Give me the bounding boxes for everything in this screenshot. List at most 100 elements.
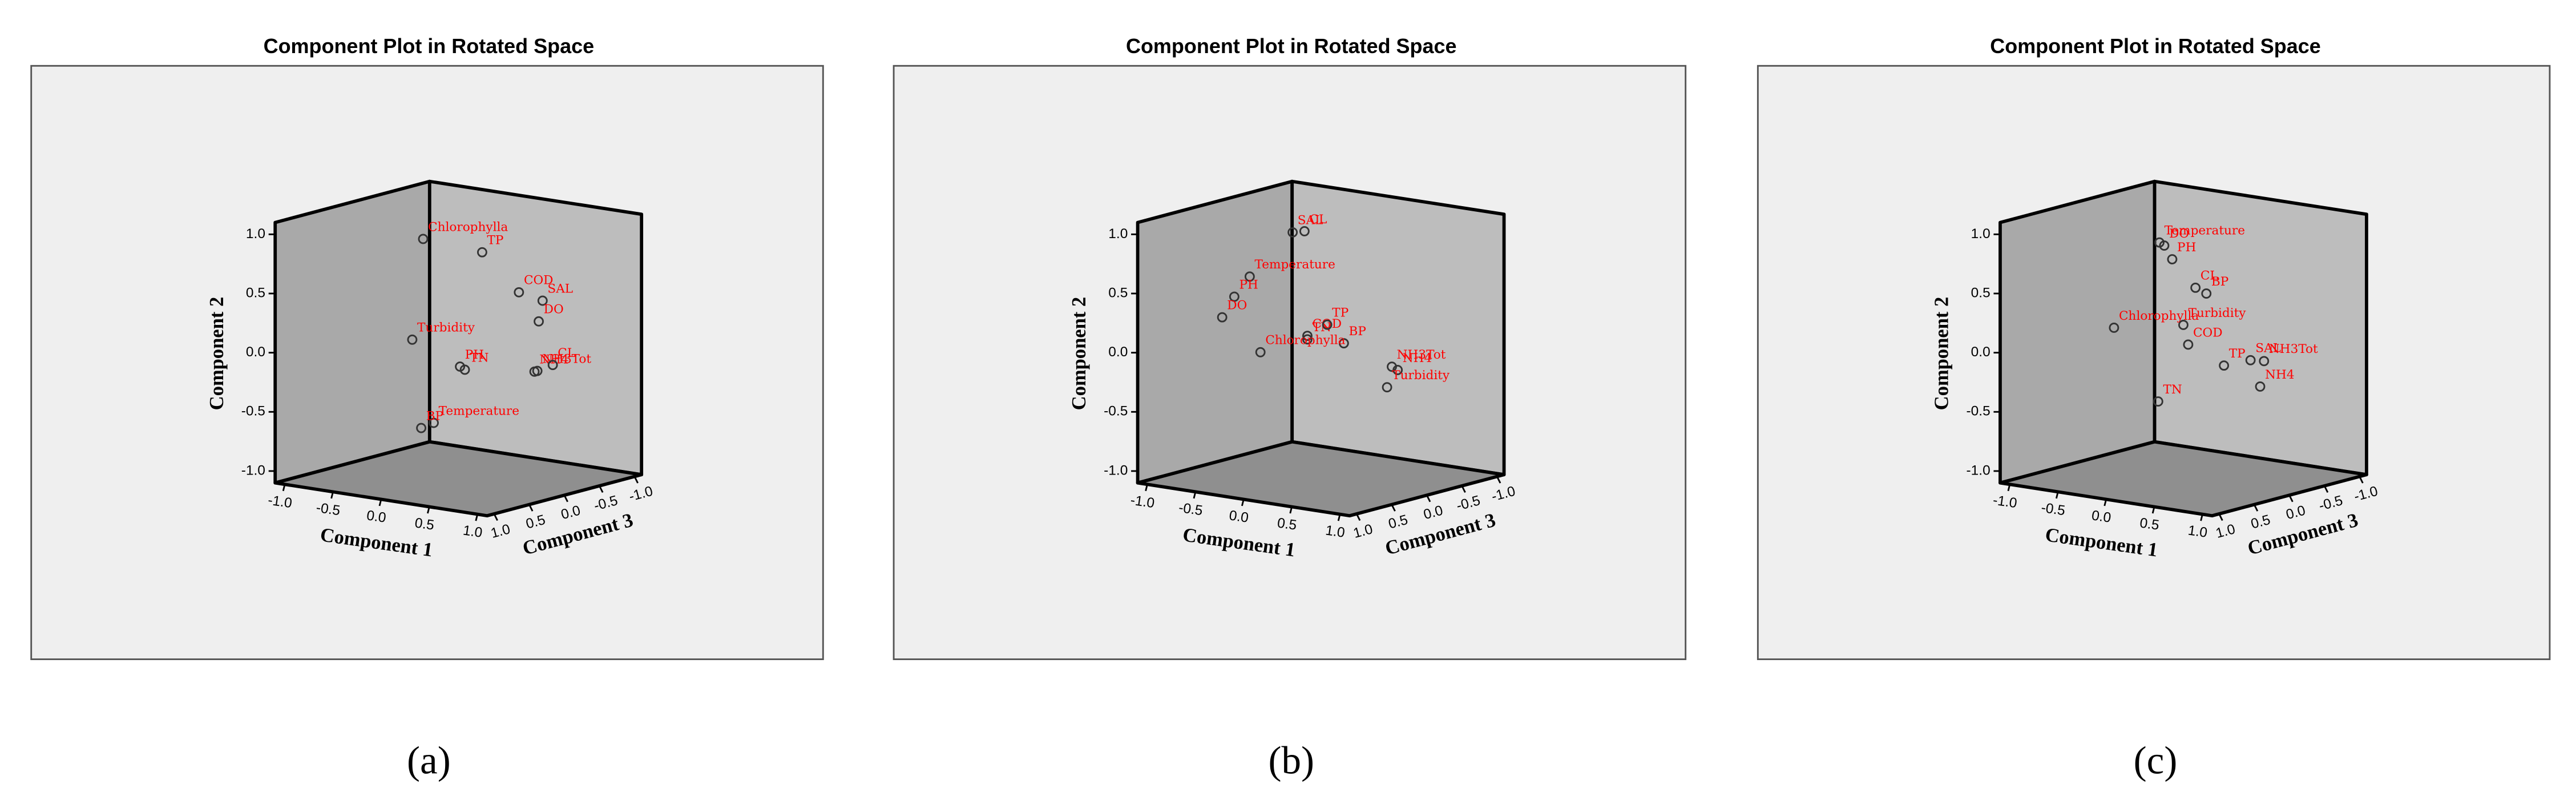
z-tick — [493, 513, 498, 521]
point-label: TP — [1332, 305, 1348, 320]
x-tick — [2200, 514, 2203, 521]
x-tick — [1289, 506, 1293, 514]
point-label: CL — [1310, 212, 1327, 227]
point — [2167, 254, 2178, 264]
point-label: BP — [426, 409, 443, 423]
x-tick — [475, 514, 479, 521]
panel: Component Plot in Rotated Space (a) -1.0 -0… — [30, 34, 824, 782]
point — [1382, 382, 1392, 393]
point-label: PH — [2177, 240, 2196, 255]
point-label: TN — [470, 351, 488, 365]
point — [2190, 282, 2201, 293]
panel: Component Plot in Rotated Space (c) -1.0 -0… — [1757, 34, 2551, 782]
y-axis-label: Component 2 — [1931, 297, 1953, 411]
point — [1392, 364, 1403, 375]
point — [537, 295, 548, 306]
caption: (c) — [2134, 738, 2178, 782]
y-axis-label: Component 2 — [206, 297, 228, 411]
point — [477, 247, 487, 258]
point-label: DO — [544, 303, 564, 317]
y-tick-label: 1.0 — [246, 226, 265, 242]
x-tick-label: -0.5 — [2040, 500, 2066, 519]
x-tick-label: 1.0 — [462, 523, 483, 541]
point — [2201, 288, 2212, 299]
z-tick — [1355, 513, 1361, 521]
y-tick-label: 0.5 — [1108, 285, 1128, 300]
x-tick-label: -0.5 — [1178, 500, 1204, 519]
point-label: Chlorophylla — [1265, 333, 1345, 348]
y-tick-label: -1.0 — [241, 463, 265, 478]
x-tick — [427, 506, 430, 514]
z-tick — [633, 476, 639, 484]
x-tick — [1337, 514, 1341, 521]
left-wall — [273, 179, 431, 485]
z-tick — [599, 485, 604, 493]
point — [2153, 396, 2163, 407]
point — [514, 287, 524, 298]
point — [418, 234, 429, 244]
z-tick — [563, 495, 568, 502]
point-label: CL — [558, 346, 575, 360]
floor — [1998, 440, 2368, 518]
point-label: NH4 — [2265, 368, 2294, 382]
point-label: PH — [1239, 278, 1258, 292]
floor — [1136, 440, 1506, 518]
point-label: TN — [2163, 383, 2182, 397]
point — [1229, 291, 1239, 302]
x-tick-label: 1.0 — [1325, 523, 1346, 541]
chart-title: Component Plot in Rotated Space — [1126, 34, 1457, 58]
x-tick-label: -1.0 — [1129, 493, 1156, 512]
left-wall — [1136, 179, 1294, 485]
y-tick-label: 1.0 — [1971, 226, 1990, 242]
z-tick — [2218, 513, 2223, 521]
point — [1322, 319, 1333, 330]
point-label: Temperature — [439, 404, 519, 418]
y-axis-label: Component 2 — [1068, 297, 1090, 411]
point-label: SAL — [547, 282, 573, 296]
x-tick — [2103, 499, 2107, 506]
panel: Component Plot in Rotated Space (b) -1.0 -0… — [893, 34, 1687, 782]
y-tick-label: 0.5 — [1971, 285, 1990, 300]
point-label: Turbidity — [1392, 368, 1450, 383]
z-tick — [2253, 504, 2259, 512]
point-label: Chlorophylla — [2119, 309, 2199, 323]
y-tick-label: -0.5 — [241, 404, 265, 419]
floor — [273, 440, 644, 518]
point — [1302, 331, 1313, 341]
x-tick — [2055, 491, 2059, 499]
z-tick — [1391, 504, 1396, 512]
point — [2255, 381, 2266, 392]
point-label: SAL — [2255, 341, 2281, 356]
point-label: CL — [2200, 269, 2218, 283]
point-label: NH3Tot — [542, 352, 591, 366]
point — [2259, 356, 2270, 367]
point-label: COD — [524, 274, 554, 288]
point-label: DO — [1227, 298, 1247, 312]
z-tick — [1426, 495, 1431, 502]
x-tick-label: -1.0 — [267, 493, 293, 512]
x-tick — [1241, 499, 1245, 506]
point — [407, 334, 418, 345]
point-label: TN — [1313, 320, 1331, 335]
point-label: Chlorophylla — [428, 220, 508, 234]
z-tick — [1496, 476, 1501, 484]
x-tick-label: 0.0 — [366, 508, 387, 525]
point-label: Temperature — [1255, 258, 1335, 272]
point-label: NH4 — [1403, 351, 1432, 365]
y-tick-label: 0.5 — [246, 285, 265, 300]
x-tick-label: 0.0 — [1228, 508, 1249, 525]
x-tick-label: -1.0 — [1992, 493, 2018, 512]
x-tick — [2007, 484, 2011, 492]
point — [429, 417, 439, 428]
x-tick — [1145, 484, 1148, 492]
point — [534, 316, 544, 327]
z-tick — [2359, 476, 2364, 484]
y-tick-label: -0.5 — [1967, 404, 1990, 419]
point-label: TP — [487, 234, 504, 248]
point-label: Turbidity — [417, 321, 475, 335]
point-label: Turbidity — [2189, 306, 2247, 320]
point-label: NH3Tot — [1397, 348, 1446, 362]
point — [2245, 355, 2256, 365]
y-tick-label: -1.0 — [1967, 463, 1990, 478]
